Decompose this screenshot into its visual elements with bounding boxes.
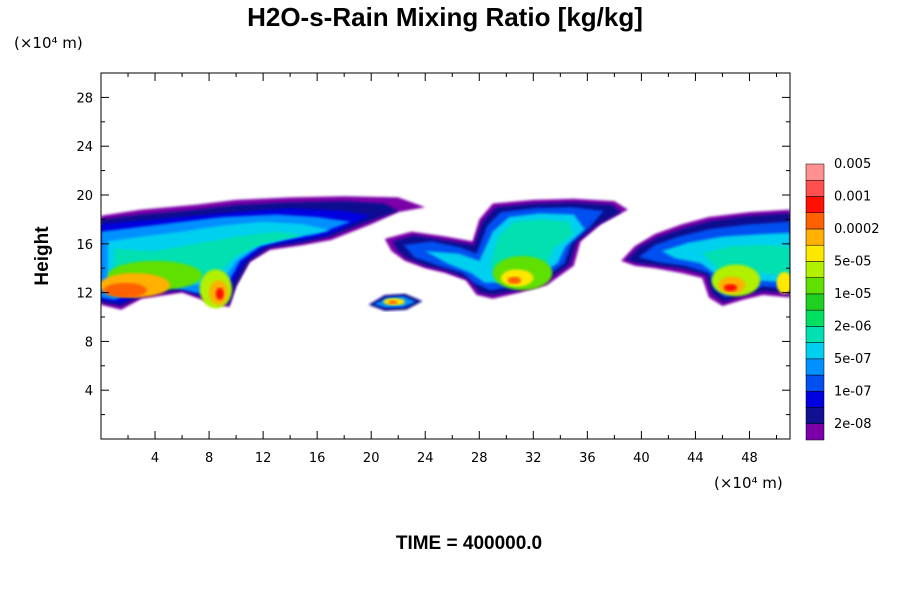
colorbar-swatch	[805, 374, 825, 392]
colorbar-label: 2e-06	[834, 319, 872, 334]
plot-frame	[100, 72, 791, 440]
colorbar-swatch	[805, 358, 825, 376]
y-axis: 4 8 12 16 20 24 28	[76, 91, 790, 416]
y-tick-label: 20	[76, 189, 93, 204]
x-unit-label: (×10⁴ m)	[714, 474, 783, 492]
x-tick-label: 28	[471, 451, 488, 466]
left-red-core	[103, 282, 147, 298]
colorbar-label: 5e-07	[834, 352, 872, 367]
y-tick-label: 24	[76, 140, 93, 155]
colorbar-swatch	[805, 407, 825, 425]
colorbar-swatch	[805, 261, 825, 278]
colorbar-swatch	[805, 342, 825, 360]
colorbar-label: 0.0002	[834, 222, 880, 237]
colorbar-label: 0.005	[834, 157, 871, 172]
x-tick-label: 20	[363, 451, 380, 466]
colorbar-swatch	[805, 228, 825, 246]
x-tick-label: 24	[417, 451, 434, 466]
colorbar-swatch	[805, 196, 825, 213]
chart-title: H2O-s-Rain Mixing Ratio [kg/kg]	[247, 2, 643, 32]
colorbar-swatch	[805, 179, 825, 197]
colorbar-swatch	[805, 423, 825, 441]
y-unit-label: (×10⁴ m)	[14, 34, 83, 52]
x-tick-label: 12	[255, 451, 272, 466]
x-tick-label: 16	[309, 451, 326, 466]
y-tick-label: 16	[76, 238, 93, 253]
x-tick-label: 8	[205, 451, 213, 466]
colorbar-label: 2e-08	[834, 417, 872, 432]
x-tick-label: 4	[151, 451, 159, 466]
y-axis-label: Height	[32, 226, 53, 286]
mixing-ratio-field	[101, 196, 790, 311]
colorbar-swatch	[805, 277, 825, 295]
middle-red-core	[507, 276, 522, 285]
colorbar: 2e-08 1e-07 5e-07 2e-06 1e-05 5e-05 0.0002 0.00…	[805, 157, 880, 441]
colorbar-swatch	[805, 391, 825, 408]
x-tick-label: 40	[633, 451, 650, 466]
x-tick-label: 44	[687, 451, 704, 466]
y-tick-label: 8	[85, 335, 93, 350]
right-red-core	[723, 284, 738, 292]
colorbar-swatch	[805, 212, 825, 230]
left-column-red	[215, 287, 224, 300]
y-tick-label: 4	[85, 384, 93, 399]
colorbar-swatch	[805, 326, 825, 343]
right-edge-orange	[776, 271, 790, 294]
colorbar-label: 0.001	[834, 189, 871, 204]
colorbar-label: 1e-07	[834, 384, 872, 399]
colorbar-label: 1e-05	[834, 287, 872, 302]
time-label: TIME = 400000.0	[396, 533, 542, 554]
colorbar-swatch	[805, 309, 825, 327]
y-tick-label: 28	[76, 91, 93, 106]
colorbar-swatch	[805, 163, 825, 181]
colorbar-swatch	[805, 244, 825, 262]
small-cell-red	[388, 300, 398, 305]
y-tick-label: 12	[76, 287, 93, 302]
x-tick-label: 32	[525, 451, 542, 466]
colorbar-swatch	[805, 293, 825, 311]
x-tick-label: 48	[741, 451, 758, 466]
colorbar-label: 5e-05	[834, 254, 872, 269]
x-tick-label: 36	[579, 451, 596, 466]
x-axis: 4 8 12 16 20 24 28 32 36 40 44 48	[127, 73, 777, 466]
